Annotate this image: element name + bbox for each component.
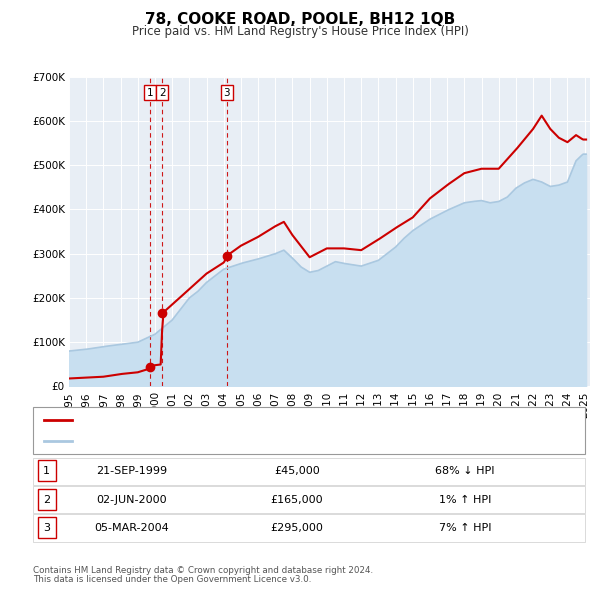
Text: 2: 2 — [43, 495, 50, 504]
Text: 05-MAR-2004: 05-MAR-2004 — [95, 523, 169, 533]
Text: £165,000: £165,000 — [271, 495, 323, 504]
Text: 02-JUN-2000: 02-JUN-2000 — [97, 495, 167, 504]
Text: 68% ↓ HPI: 68% ↓ HPI — [435, 467, 495, 476]
Text: 1: 1 — [43, 467, 50, 476]
Text: 7% ↑ HPI: 7% ↑ HPI — [439, 523, 491, 533]
Text: This data is licensed under the Open Government Licence v3.0.: This data is licensed under the Open Gov… — [33, 575, 311, 584]
Text: Contains HM Land Registry data © Crown copyright and database right 2024.: Contains HM Land Registry data © Crown c… — [33, 566, 373, 575]
Text: 78, COOKE ROAD, POOLE, BH12 1QB (detached house): 78, COOKE ROAD, POOLE, BH12 1QB (detache… — [78, 415, 379, 425]
Text: 3: 3 — [223, 87, 230, 97]
Text: £45,000: £45,000 — [274, 467, 320, 476]
Text: 21-SEP-1999: 21-SEP-1999 — [97, 467, 167, 476]
Text: 1: 1 — [147, 87, 154, 97]
Text: £295,000: £295,000 — [271, 523, 323, 533]
Text: 3: 3 — [43, 523, 50, 533]
Text: 2: 2 — [159, 87, 166, 97]
Text: 1% ↑ HPI: 1% ↑ HPI — [439, 495, 491, 504]
Text: HPI: Average price, detached house, Bournemouth Christchurch and Poole: HPI: Average price, detached house, Bour… — [78, 436, 484, 446]
Text: Price paid vs. HM Land Registry's House Price Index (HPI): Price paid vs. HM Land Registry's House … — [131, 25, 469, 38]
Text: 78, COOKE ROAD, POOLE, BH12 1QB: 78, COOKE ROAD, POOLE, BH12 1QB — [145, 12, 455, 27]
